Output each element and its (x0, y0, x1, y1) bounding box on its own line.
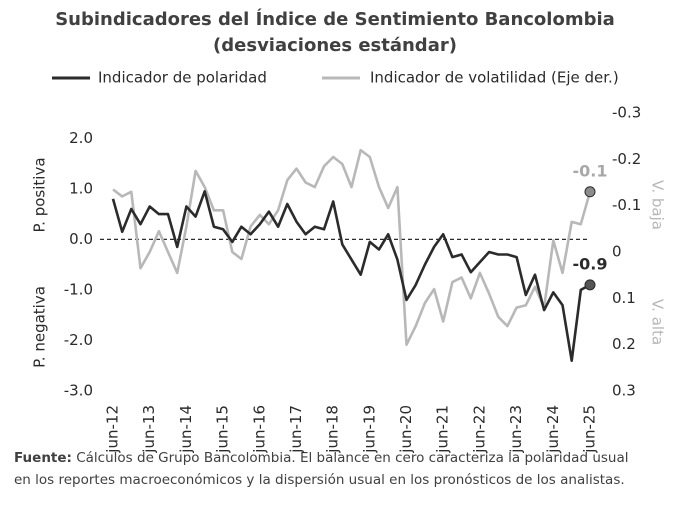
y2-tick-label: 0.3 (612, 382, 636, 400)
y-tick-label: 0.0 (69, 230, 93, 248)
legend-label: Indicador de polaridad (98, 69, 267, 87)
x-tick-label: jun-24 (544, 405, 562, 454)
x-tick-label: jun-14 (177, 405, 195, 454)
y-tick-label: -1.0 (64, 280, 93, 298)
end-marker (584, 186, 596, 198)
x-tick-label: jun-25 (581, 405, 599, 454)
x-tick-label: jun-15 (214, 405, 232, 454)
left-axis-label: P. positiva (31, 157, 49, 232)
y2-tick-label: -0.3 (612, 104, 641, 122)
x-tick-label: jun-22 (470, 405, 488, 454)
right-axis-label: V. alta (649, 299, 667, 345)
y-tick-label: 2.0 (69, 129, 93, 147)
x-tick-label: jun-21 (434, 405, 452, 454)
y2-tick-label: 0.2 (612, 335, 636, 353)
legend-label: Indicador de volatilidad (Eje der.) (370, 69, 619, 87)
chart-subtitle: (desviaciones estándar) (213, 35, 457, 56)
y2-tick-label: 0 (612, 243, 622, 261)
y2-tick-label: -0.2 (612, 150, 641, 168)
x-tick-label: jun-13 (140, 405, 158, 454)
x-tick-label: jun-16 (250, 405, 268, 454)
x-tick-label: jun-12 (104, 405, 122, 454)
series-line (112, 148, 592, 346)
end-marker (584, 279, 596, 291)
y-tick-label: 1.0 (69, 179, 93, 197)
data-label: -0.1 (573, 161, 608, 180)
source-label: Fuente: (14, 450, 72, 466)
source-line: en los reportes macroeconómicos y la dis… (14, 472, 625, 488)
data-label: -0.9 (573, 254, 608, 273)
x-tick-label: jun-18 (324, 405, 342, 454)
y-tick-label: -3.0 (64, 382, 93, 400)
chart-title: Subindicadores del Índice de Sentimiento… (55, 8, 615, 30)
series-line (111, 190, 591, 362)
x-tick-label: jun-23 (507, 405, 525, 454)
source-line: Cálculos de Grupo Bancolombia. El balanc… (76, 450, 628, 466)
y-tick-label: -2.0 (64, 331, 93, 349)
x-tick-label: jun-19 (360, 405, 378, 454)
left-axis-label: P. negativa (31, 286, 49, 368)
y2-tick-label: 0.1 (612, 289, 636, 307)
source: Fuente: Cálculos de Grupo Bancolombia. E… (14, 450, 629, 466)
x-tick-label: jun-20 (397, 405, 415, 454)
y2-tick-label: -0.1 (612, 196, 641, 214)
x-tick-label: jun-17 (287, 405, 305, 454)
right-axis-label: V. baja (649, 180, 667, 230)
